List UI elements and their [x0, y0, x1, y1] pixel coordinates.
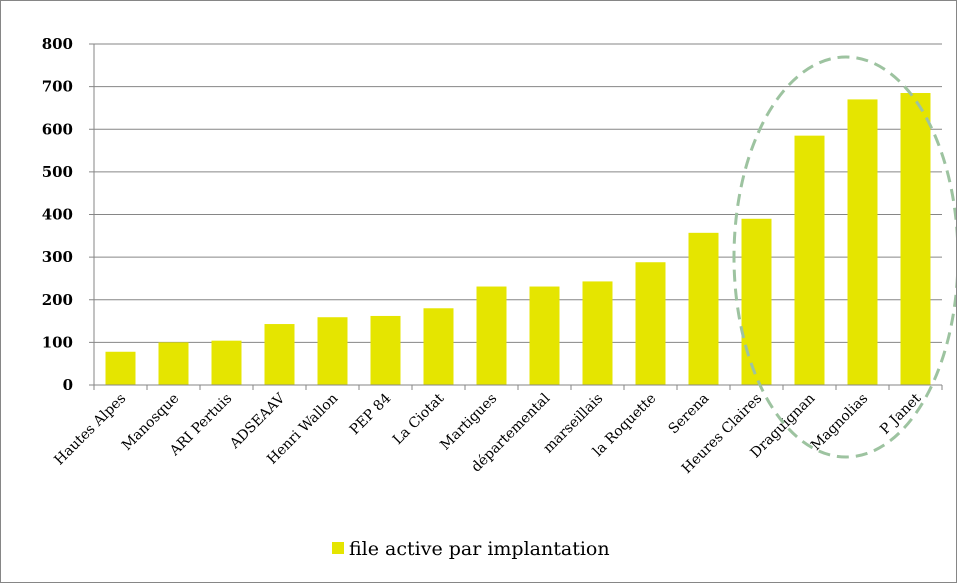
x-tick-label: Serena [666, 391, 713, 438]
y-tick-label: 800 [42, 35, 73, 53]
bar [688, 232, 719, 385]
bar [794, 135, 825, 385]
bar [529, 286, 560, 385]
y-axis-tick-labels: 0 100 200 300 400 500 600 700 800 [42, 35, 73, 394]
y-tick-label: 400 [42, 206, 73, 224]
bar [741, 218, 772, 385]
annotation-layer [732, 55, 956, 459]
bar [158, 342, 189, 385]
bars [105, 93, 931, 386]
x-tick-label: PEP 84 [347, 390, 395, 438]
x-tick-label: P Janet [877, 390, 924, 437]
legend: file active par implantation [332, 538, 610, 560]
y-tick-label: 0 [63, 376, 73, 394]
y-tick-label: 600 [42, 120, 73, 138]
bar [900, 93, 931, 386]
legend-label: file active par implantation [349, 538, 610, 560]
grid-lines [94, 43, 942, 343]
bar [211, 340, 242, 385]
bar [476, 286, 507, 385]
bar [370, 315, 401, 385]
bar [423, 308, 454, 385]
axes [89, 43, 943, 390]
bar [264, 324, 295, 385]
highlight-ellipse [732, 55, 956, 459]
bar [582, 281, 613, 385]
x-tick-label: Hautes Alpes [51, 391, 129, 469]
y-tick-label: 100 [42, 333, 73, 351]
bar [317, 317, 348, 385]
y-tick-label: 300 [42, 248, 73, 266]
bar [635, 262, 666, 385]
legend-swatch [332, 542, 344, 554]
y-tick-label: 200 [42, 291, 73, 309]
bar [847, 99, 878, 385]
y-tick-label: 700 [42, 78, 73, 96]
y-tick-label: 500 [42, 163, 73, 181]
bar [105, 351, 136, 385]
x-tick-label: Magnolias [808, 391, 871, 454]
